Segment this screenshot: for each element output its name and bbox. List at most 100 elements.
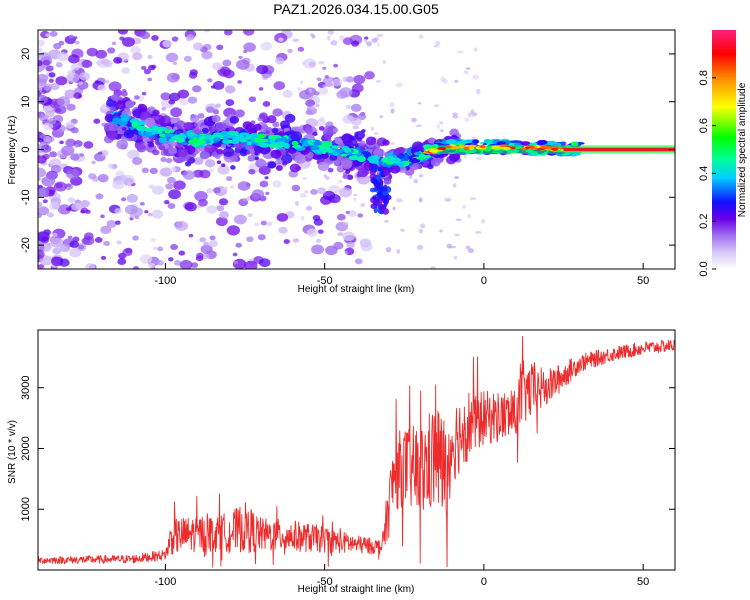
spectral-noise-blob — [121, 67, 131, 74]
spectral-noise-blob — [449, 245, 457, 249]
spectral-ridge-blob — [193, 123, 199, 127]
spectral-noise-blob — [452, 114, 459, 119]
colorbar-label: Normalized spectral amplitude — [737, 82, 748, 217]
spectral-noise-blob — [187, 173, 195, 179]
spectral-ridge-blob — [275, 165, 283, 172]
spectral-noise-blob — [278, 226, 288, 234]
spectral-noise-blob — [132, 235, 139, 241]
spectral-noise-blob — [112, 180, 125, 190]
spectral-noise-blob — [43, 122, 54, 131]
spectral-noise-blob — [192, 42, 204, 51]
spectral-noise-blob — [166, 176, 176, 184]
spectral-noise-blob — [38, 187, 50, 198]
spectral-noise-blob — [50, 237, 64, 248]
spectrogram-y-label: Frequency (Hz) — [7, 116, 18, 185]
spectral-noise-blob — [67, 54, 80, 64]
spectral-noise-blob — [160, 92, 171, 101]
spectral-core-blob — [133, 124, 140, 129]
spectral-noise-blob — [350, 117, 362, 126]
spectral-core-blob — [253, 137, 262, 143]
spectral-noise-blob — [417, 102, 422, 105]
spectral-noise-blob — [38, 206, 50, 216]
spectral-noise-blob — [206, 205, 218, 214]
spectral-noise-blob — [233, 260, 239, 265]
spectral-core-blob — [213, 137, 221, 142]
spectral-peak-blob — [437, 147, 447, 151]
spectral-ridge-blob — [230, 165, 236, 170]
spectral-noise-blob — [38, 167, 47, 178]
spectral-noise-blob — [396, 249, 401, 254]
spectral-noise-blob — [266, 221, 273, 227]
spectral-noise-blob — [452, 183, 457, 188]
spectral-noise-blob — [216, 205, 225, 212]
spectral-noise-blob — [116, 240, 122, 245]
spectral-noise-blob — [38, 73, 49, 83]
spectral-noise-blob — [454, 176, 460, 180]
spectral-noise-blob — [315, 103, 320, 108]
spectral-ridge-blob — [376, 186, 385, 191]
spectral-noise-blob — [273, 81, 286, 91]
spectral-noise-blob — [192, 85, 202, 93]
spectral-noise-blob — [350, 40, 360, 47]
spectral-noise-blob — [174, 260, 182, 266]
spectral-noise-blob — [67, 197, 76, 204]
x-tick-label: 0 — [481, 576, 487, 588]
spectral-noise-blob — [283, 239, 290, 244]
spectral-noise-blob — [188, 72, 198, 79]
spectral-band-blob — [445, 139, 457, 145]
spectral-noise-blob — [413, 178, 419, 184]
spectral-ridge-blob — [365, 136, 377, 146]
spectral-noise-blob — [45, 110, 55, 118]
spectral-noise-blob — [40, 133, 47, 139]
spectral-noise-blob — [167, 202, 176, 209]
spectral-noise-blob — [212, 187, 221, 194]
spectral-noise-blob — [258, 165, 271, 175]
spectral-noise-blob — [236, 59, 250, 70]
spectral-noise-blob — [415, 124, 422, 128]
spectral-noise-blob — [148, 262, 156, 269]
spectral-core-blob — [168, 128, 175, 133]
spectral-noise-blob — [411, 117, 417, 123]
spectral-noise-blob — [357, 213, 364, 218]
spectral-noise-blob — [103, 60, 113, 68]
x-tick-label: 0 — [481, 275, 487, 287]
spectral-noise-blob — [152, 149, 160, 156]
spectral-noise-blob — [466, 67, 471, 70]
spectral-core-blob — [331, 145, 339, 149]
spectral-noise-blob — [100, 225, 112, 235]
spectral-core-blob — [368, 158, 379, 164]
spectral-core-blob — [192, 137, 198, 141]
spectral-ridge-blob — [383, 169, 390, 176]
spectral-peak-blob — [525, 146, 531, 149]
spectral-noise-blob — [317, 229, 324, 234]
spectral-core-blob — [222, 135, 229, 141]
spectral-noise-blob — [259, 258, 271, 268]
spectral-noise-blob — [41, 176, 56, 187]
spectral-ridge-blob — [360, 146, 366, 151]
spectral-noise-blob — [366, 41, 373, 47]
spectral-ridge-blob — [389, 164, 401, 174]
spectral-noise-blob — [212, 81, 225, 90]
spectral-noise-blob — [164, 199, 170, 205]
spectral-noise-blob — [481, 218, 486, 224]
spectral-ridge-blob — [234, 109, 245, 118]
spectral-noise-blob — [165, 52, 179, 63]
spectral-noise-blob — [54, 104, 67, 115]
spectral-ridge-blob — [333, 160, 340, 166]
spectral-noise-blob — [165, 157, 173, 164]
spectral-noise-blob — [67, 69, 76, 76]
spectral-noise-blob — [337, 213, 346, 221]
spectral-noise-blob — [166, 72, 180, 83]
spectral-noise-blob — [165, 183, 174, 190]
spectral-noise-blob — [464, 117, 470, 122]
spectral-ridge-blob — [373, 200, 378, 205]
spectral-noise-blob — [475, 88, 481, 95]
spectral-noise-blob — [218, 198, 229, 206]
spectral-noise-blob — [474, 231, 482, 234]
spectral-noise-blob — [83, 141, 94, 149]
spectral-ridge-blob — [449, 128, 459, 137]
spectral-noise-blob — [74, 144, 79, 148]
spectral-ridge-blob — [360, 140, 366, 145]
spectral-noise-blob — [318, 60, 325, 65]
spectral-noise-blob — [88, 173, 97, 180]
